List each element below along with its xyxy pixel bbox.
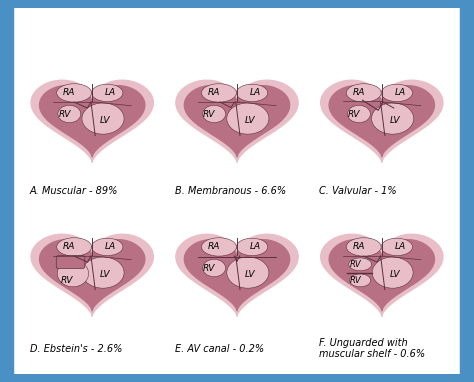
Text: LV: LV xyxy=(390,116,400,125)
Ellipse shape xyxy=(91,238,123,256)
Text: LV: LV xyxy=(100,270,110,279)
Ellipse shape xyxy=(57,260,89,287)
Text: LA: LA xyxy=(249,243,261,251)
Ellipse shape xyxy=(203,105,226,123)
Ellipse shape xyxy=(58,105,81,123)
Text: LA: LA xyxy=(249,88,261,97)
Polygon shape xyxy=(39,240,145,311)
Polygon shape xyxy=(31,234,153,316)
Ellipse shape xyxy=(381,84,412,102)
Text: LA: LA xyxy=(105,243,116,251)
Polygon shape xyxy=(39,86,145,157)
Ellipse shape xyxy=(201,84,237,102)
Ellipse shape xyxy=(82,103,124,134)
Text: D. Ebstein's - 2.6%: D. Ebstein's - 2.6% xyxy=(30,344,122,354)
Text: F. Unguarded with
muscular shelf - 0.6%: F. Unguarded with muscular shelf - 0.6% xyxy=(319,338,426,359)
Text: RV: RV xyxy=(348,110,360,120)
Ellipse shape xyxy=(227,257,269,288)
Polygon shape xyxy=(184,240,290,311)
Text: RV: RV xyxy=(61,276,73,285)
Polygon shape xyxy=(329,240,435,311)
Text: RA: RA xyxy=(208,88,220,97)
Ellipse shape xyxy=(237,84,268,102)
Ellipse shape xyxy=(201,238,237,256)
Text: LV: LV xyxy=(390,270,400,279)
Text: LA: LA xyxy=(105,88,116,97)
Polygon shape xyxy=(321,234,443,316)
Text: RV: RV xyxy=(349,260,361,269)
Ellipse shape xyxy=(350,274,371,287)
Text: RA: RA xyxy=(353,243,365,251)
Text: RV: RV xyxy=(203,264,216,274)
Polygon shape xyxy=(184,86,290,157)
Text: LA: LA xyxy=(394,88,405,97)
Ellipse shape xyxy=(91,84,123,102)
Polygon shape xyxy=(176,80,298,162)
Text: C. Valvular - 1%: C. Valvular - 1% xyxy=(319,186,397,196)
Polygon shape xyxy=(176,234,298,316)
Ellipse shape xyxy=(346,238,381,256)
Text: B. Membranous - 6.6%: B. Membranous - 6.6% xyxy=(174,186,286,196)
Text: LV: LV xyxy=(245,116,255,125)
Text: RA: RA xyxy=(63,88,75,97)
Ellipse shape xyxy=(203,259,226,277)
Polygon shape xyxy=(31,80,153,162)
Ellipse shape xyxy=(57,84,91,102)
Text: E. AV canal - 0.2%: E. AV canal - 0.2% xyxy=(174,344,264,354)
Ellipse shape xyxy=(349,258,372,271)
Ellipse shape xyxy=(237,238,268,256)
Text: RA: RA xyxy=(208,243,220,251)
Text: A. Muscular - 89%: A. Muscular - 89% xyxy=(30,186,118,196)
Ellipse shape xyxy=(372,257,413,288)
Text: RA: RA xyxy=(63,243,75,251)
Text: RV: RV xyxy=(203,110,216,120)
Ellipse shape xyxy=(381,238,412,256)
Text: LV: LV xyxy=(245,270,255,279)
Text: LA: LA xyxy=(394,243,405,251)
Ellipse shape xyxy=(372,103,414,134)
Text: RA: RA xyxy=(353,88,365,97)
Text: LV: LV xyxy=(100,116,110,125)
Polygon shape xyxy=(329,86,435,157)
Text: RV: RV xyxy=(58,110,71,120)
Text: RV: RV xyxy=(349,276,361,285)
Ellipse shape xyxy=(346,84,381,102)
FancyBboxPatch shape xyxy=(14,8,460,374)
Ellipse shape xyxy=(57,238,91,256)
Ellipse shape xyxy=(227,103,269,134)
Ellipse shape xyxy=(347,105,370,123)
FancyBboxPatch shape xyxy=(56,256,85,269)
Ellipse shape xyxy=(82,257,124,288)
Polygon shape xyxy=(321,80,443,162)
